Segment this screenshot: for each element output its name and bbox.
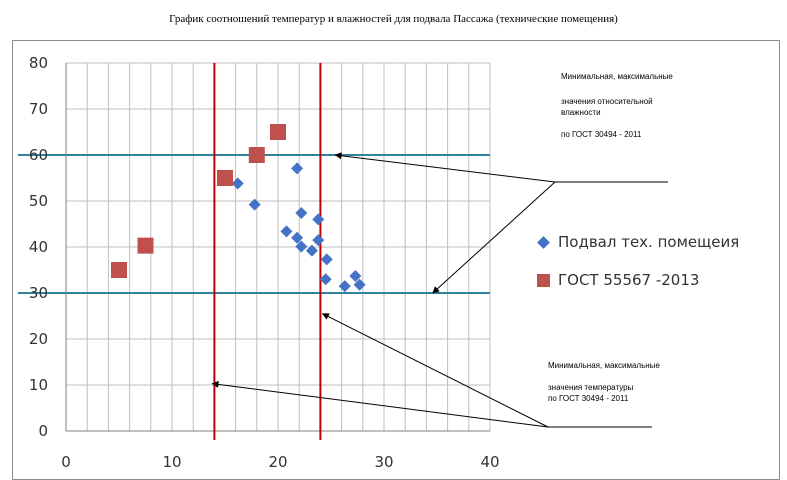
y-tick-label: 30: [29, 284, 48, 302]
data-point-basement: [319, 273, 332, 286]
y-tick-label: 80: [29, 54, 48, 72]
data-point-basement: [312, 234, 325, 247]
data-point-gost: [137, 237, 154, 254]
y-tick-label: 10: [29, 376, 48, 394]
legend-item-basement: Подвал тех. помещеия: [537, 233, 739, 251]
data-point-basement: [291, 162, 304, 175]
data-point-basement: [305, 244, 318, 257]
x-tick-label: 10: [162, 453, 181, 471]
legend-label: Подвал тех. помещеия: [558, 233, 740, 251]
y-tick-label: 20: [29, 330, 48, 348]
temperature-annotation-line: Минимальная, максимальные: [548, 361, 660, 370]
humidity-annotation-line: влажности: [561, 108, 601, 117]
y-tick-label: 70: [29, 100, 48, 118]
data-point-basement: [295, 206, 308, 219]
annotation-arrow: [432, 181, 556, 294]
x-tick-label: 0: [61, 453, 71, 471]
temperature-annotation-line: значения температуры: [548, 383, 634, 392]
data-point-gost: [270, 124, 286, 140]
humidity-annotation-line: значения относительной: [561, 97, 653, 106]
legend-label: ГОСТ 55567 -2013: [558, 271, 700, 289]
annotation-arrow: [321, 313, 549, 428]
y-tick-label: 60: [29, 146, 48, 164]
data-point-basement: [295, 240, 308, 253]
data-point-gost: [248, 147, 265, 163]
x-tick-label: 40: [480, 453, 499, 471]
humidity-annotation-line: Минимальная, максимальные: [561, 72, 673, 81]
square-marker-icon: [537, 273, 550, 287]
data-point-basement: [312, 213, 325, 226]
data-point-basement: [349, 269, 362, 282]
data-point-gost: [217, 170, 233, 186]
chart-title: График соотношений температур и влажност…: [169, 13, 618, 25]
humidity-annotation-line: по ГОСТ 30494 - 2011: [561, 130, 642, 139]
x-tick-label: 30: [374, 453, 393, 471]
data-point-basement: [353, 278, 366, 291]
data-point-basement: [231, 177, 244, 190]
diamond-marker-icon: [537, 235, 550, 249]
y-tick-label: 50: [29, 192, 48, 210]
annotation-arrow: [211, 380, 549, 428]
temperature-annotation-line: по ГОСТ 30494 - 2011: [548, 394, 629, 403]
x-tick-label: 20: [268, 453, 287, 471]
y-tick-label: 0: [38, 422, 48, 440]
temperature-annotation: Минимальная, максимальные значения темпе…: [548, 360, 660, 404]
y-tick-label: 40: [29, 238, 48, 256]
legend-item-gost: ГОСТ 55567 -2013: [537, 271, 699, 289]
data-point-basement: [291, 231, 304, 244]
humidity-annotation: Минимальная, максимальные значения относ…: [561, 71, 673, 140]
data-point-basement: [248, 198, 261, 211]
data-point-basement: [320, 253, 333, 266]
data-point-basement: [280, 225, 293, 238]
data-point-gost: [111, 262, 127, 278]
data-point-basement: [338, 280, 351, 293]
annotation-arrow: [334, 152, 556, 183]
